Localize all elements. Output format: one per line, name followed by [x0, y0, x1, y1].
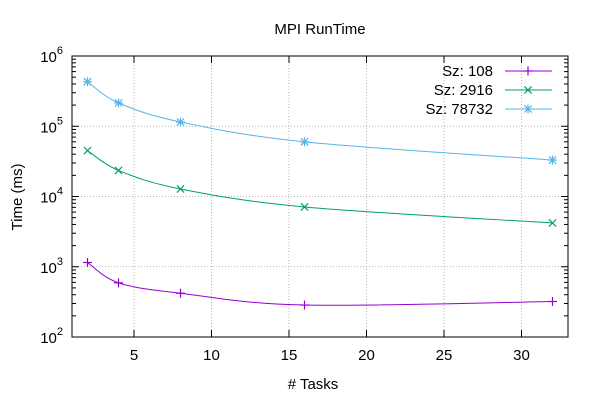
- y-tick-label: 102: [40, 326, 63, 347]
- data-point: [83, 77, 92, 87]
- data-point: [176, 288, 185, 298]
- data-point: [300, 202, 309, 211]
- x-tick-label: 25: [436, 347, 453, 364]
- data-point: [300, 137, 309, 147]
- x-tick-label: 10: [203, 347, 220, 364]
- legend-label: Sz: 2916: [434, 82, 493, 99]
- y-tick-label: 103: [40, 256, 63, 277]
- data-point: [114, 166, 123, 175]
- data-point: [83, 257, 92, 267]
- grid: [72, 56, 568, 337]
- data-point: [114, 278, 123, 288]
- series-2: [83, 146, 557, 227]
- series-group: [83, 77, 557, 310]
- data-point: [548, 155, 557, 165]
- chart-title: MPI RunTime: [274, 21, 365, 38]
- legend-marker: [523, 66, 533, 76]
- legend-marker: [523, 104, 533, 114]
- data-point: [176, 117, 185, 127]
- x-tick-label: 5: [130, 347, 138, 364]
- series-line: [87, 262, 553, 306]
- data-point: [83, 146, 92, 155]
- y-tick-label: 106: [40, 45, 63, 66]
- data-point: [548, 297, 557, 307]
- data-point: [176, 184, 185, 193]
- data-point: [114, 98, 123, 108]
- legend-marker: [523, 85, 533, 95]
- series-3: [83, 77, 557, 165]
- series-1: [83, 257, 557, 310]
- x-tick-label: 30: [513, 347, 530, 364]
- legend: Sz: 108 Sz: 2916 Sz: 78732: [425, 63, 552, 118]
- legend-label: Sz: 108: [442, 63, 493, 80]
- legend-label: Sz: 78732: [425, 101, 493, 118]
- y-axis-label: Time (ms): [9, 164, 26, 231]
- x-tick-label: 15: [281, 347, 298, 364]
- y-tick-label: 105: [40, 115, 63, 136]
- y-tick-label: 104: [40, 186, 63, 207]
- x-axis-label: # Tasks: [288, 376, 339, 393]
- data-point: [300, 300, 309, 310]
- axis-ticks: 5 10 15 20 25 30 102 103 104 105 106: [40, 45, 568, 364]
- data-point: [548, 218, 557, 227]
- x-tick-label: 20: [358, 347, 375, 364]
